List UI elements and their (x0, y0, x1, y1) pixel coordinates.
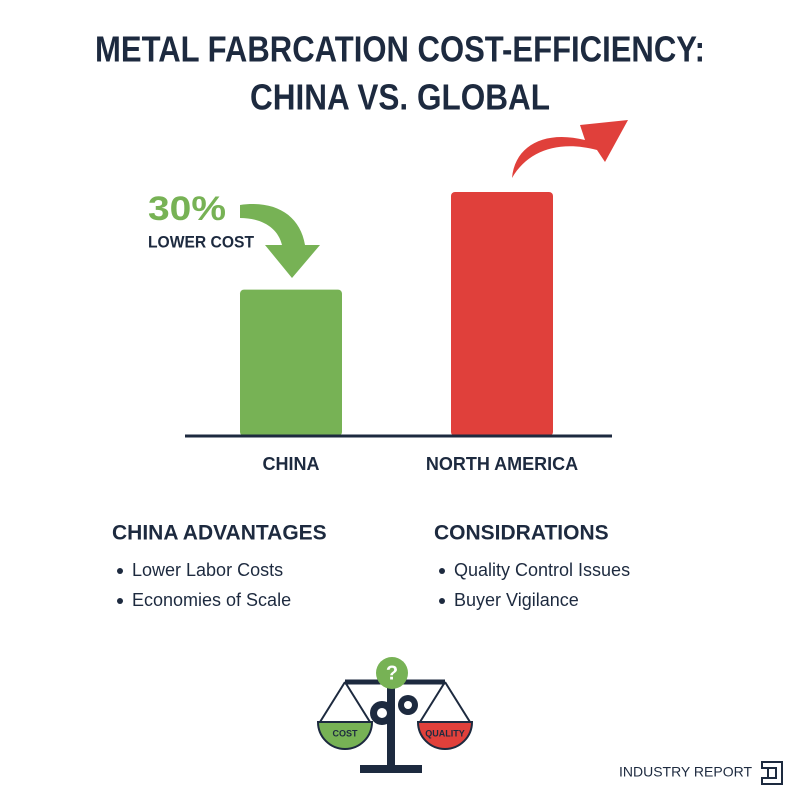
footer: INDUSTRY REPORT (619, 764, 752, 780)
section-item: Lower Labor Costs (132, 560, 283, 580)
icon-label: COST (332, 728, 358, 738)
title-line: METAL FABRCATION COST-EFFICIENCY: (95, 29, 705, 70)
bullet (439, 598, 445, 604)
logo (761, 761, 783, 785)
section-item: Economies of Scale (132, 590, 291, 610)
bullet (117, 568, 123, 574)
section-heading: CONSIDRATIONS (434, 522, 609, 545)
bar (451, 192, 553, 436)
icon-label: QUALITY (425, 728, 465, 738)
down-arrow (240, 204, 320, 278)
bullet (439, 568, 445, 574)
bar (240, 289, 342, 436)
scale-icon (316, 657, 474, 773)
icon-symbol: ? (386, 662, 398, 684)
section-item: Quality Control Issues (454, 560, 630, 580)
up-arrow (512, 120, 628, 178)
section-item: Buyer Vigilance (454, 590, 579, 610)
annotation-value: 30% (148, 190, 226, 228)
x-tick-label: NORTH AMERICA (426, 454, 578, 474)
sections: CHINA ADVANTAGES Lower Labor Costs Economi… (112, 522, 630, 610)
bars (240, 192, 553, 436)
annotation-text: LOWER COST (148, 232, 255, 251)
title-line: CHINA VS. GLOBAL (250, 77, 550, 118)
bullet (117, 598, 123, 604)
x-tick-label: CHINA (263, 454, 320, 474)
section-heading: CHINA ADVANTAGES (112, 522, 327, 545)
